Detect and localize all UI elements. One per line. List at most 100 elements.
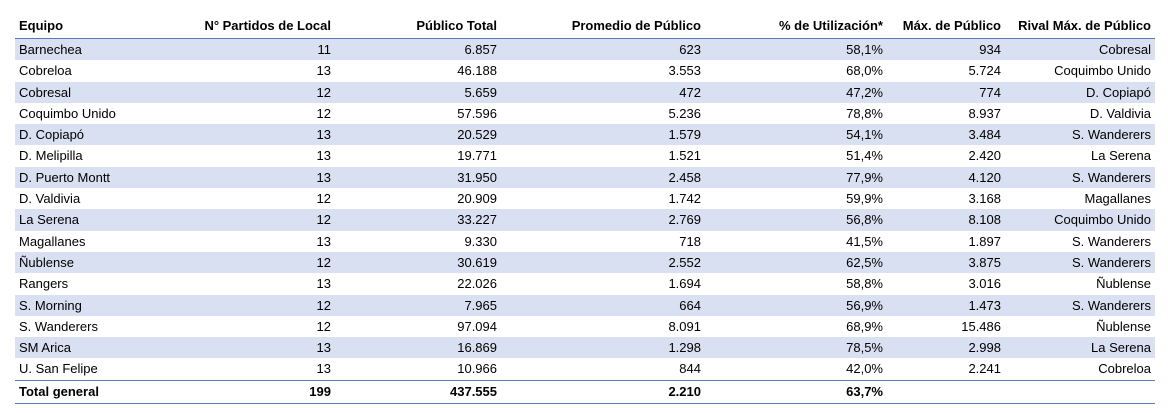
cell-promedio-publico: 472 — [501, 81, 705, 103]
cell-equipo: Rangers — [15, 273, 183, 295]
table-body: Barnechea 11 6.857 623 58,1% 934 Cobresal Cobre… — [15, 38, 1155, 381]
total-label: Total general — [15, 379, 183, 404]
cell-publico-total: 7.965 — [335, 294, 501, 316]
cell-max-publico: 934 — [887, 38, 1005, 61]
header-row: Equipo N° Partidos de Local Público Tota… — [15, 14, 1155, 39]
cell-publico-total: 20.529 — [335, 124, 501, 146]
cell-rival-max: Ñublense — [1005, 273, 1155, 295]
total-publico: 437.555 — [335, 379, 501, 404]
cell-partidos-local: 13 — [183, 60, 335, 82]
attendance-table: Equipo N° Partidos de Local Público Tota… — [15, 14, 1155, 404]
cell-equipo: La Serena — [15, 209, 183, 231]
cell-equipo: Magallanes — [15, 230, 183, 252]
table-row: SM Arica 13 16.869 1.298 78,5% 2.998 La Serena — [15, 337, 1155, 359]
total-promedio: 2.210 — [501, 379, 705, 404]
cell-max-publico: 8.937 — [887, 102, 1005, 125]
cell-partidos-local: 13 — [183, 358, 335, 381]
cell-publico-total: 31.950 — [335, 166, 501, 189]
cell-equipo: Cobresal — [15, 81, 183, 103]
cell-rival-max: D. Valdivia — [1005, 102, 1155, 125]
table-row: La Serena 12 33.227 2.769 56,8% 8.108 Coquimbo… — [15, 209, 1155, 231]
table-row: Ñublense 12 30.619 2.552 62,5% 3.875 S. Wander… — [15, 251, 1155, 274]
cell-promedio-publico: 844 — [501, 358, 705, 381]
header-partidos-local: N° Partidos de Local — [183, 14, 335, 39]
cell-rival-max: S. Wanderers — [1005, 230, 1155, 252]
cell-utilizacion: 56,8% — [705, 209, 887, 231]
cell-utilizacion: 78,5% — [705, 337, 887, 359]
cell-equipo: Coquimbo Unido — [15, 102, 183, 125]
cell-rival-max: Coquimbo Unido — [1005, 209, 1155, 231]
cell-partidos-local: 13 — [183, 166, 335, 189]
cell-publico-total: 19.771 — [335, 145, 501, 167]
cell-rival-max: Magallanes — [1005, 188, 1155, 210]
cell-partidos-local: 12 — [183, 102, 335, 125]
cell-equipo: Barnechea — [15, 38, 183, 61]
cell-max-publico: 3.484 — [887, 124, 1005, 146]
header-publico-total: Público Total — [335, 14, 501, 39]
table-row: Cobresal 12 5.659 472 47,2% 774 D. Copiapó — [15, 81, 1155, 103]
table-footer: Total general 199 437.555 2.210 63,7% — [15, 379, 1155, 404]
cell-promedio-publico: 5.236 — [501, 102, 705, 125]
cell-max-publico: 4.120 — [887, 166, 1005, 189]
cell-publico-total: 30.619 — [335, 251, 501, 274]
cell-partidos-local: 13 — [183, 273, 335, 295]
cell-utilizacion: 59,9% — [705, 188, 887, 210]
cell-utilizacion: 54,1% — [705, 124, 887, 146]
cell-equipo: D. Puerto Montt — [15, 166, 183, 189]
cell-utilizacion: 68,9% — [705, 315, 887, 338]
cell-max-publico: 2.241 — [887, 358, 1005, 381]
cell-equipo: S. Wanderers — [15, 315, 183, 338]
cell-max-publico: 15.486 — [887, 315, 1005, 338]
cell-publico-total: 16.869 — [335, 337, 501, 359]
cell-utilizacion: 78,8% — [705, 102, 887, 125]
cell-max-publico: 8.108 — [887, 209, 1005, 231]
cell-publico-total: 20.909 — [335, 188, 501, 210]
cell-publico-total: 5.659 — [335, 81, 501, 103]
cell-publico-total: 97.094 — [335, 315, 501, 338]
cell-promedio-publico: 1.521 — [501, 145, 705, 167]
cell-rival-max: D. Copiapó — [1005, 81, 1155, 103]
cell-promedio-publico: 2.552 — [501, 251, 705, 274]
cell-rival-max: Cobresal — [1005, 38, 1155, 61]
total-rival — [1005, 379, 1155, 404]
cell-equipo: S. Morning — [15, 294, 183, 316]
cell-max-publico: 1.897 — [887, 230, 1005, 252]
cell-partidos-local: 12 — [183, 188, 335, 210]
cell-rival-max: S. Wanderers — [1005, 166, 1155, 189]
cell-rival-max: S. Wanderers — [1005, 124, 1155, 146]
cell-publico-total: 6.857 — [335, 38, 501, 61]
table-row: S. Morning 12 7.965 664 56,9% 1.473 S. Wandere… — [15, 294, 1155, 316]
cell-partidos-local: 12 — [183, 315, 335, 338]
cell-equipo: U. San Felipe — [15, 358, 183, 381]
cell-rival-max: S. Wanderers — [1005, 251, 1155, 274]
table-row: Coquimbo Unido 12 57.596 5.236 78,8% 8.937 D. … — [15, 102, 1155, 125]
cell-equipo: Ñublense — [15, 251, 183, 274]
cell-publico-total: 57.596 — [335, 102, 501, 125]
cell-promedio-publico: 1.694 — [501, 273, 705, 295]
table-row: S. Wanderers 12 97.094 8.091 68,9% 15.486 Ñubl… — [15, 315, 1155, 338]
table-header: Equipo N° Partidos de Local Público Tota… — [15, 14, 1155, 39]
cell-max-publico: 3.016 — [887, 273, 1005, 295]
cell-publico-total: 10.966 — [335, 358, 501, 381]
cell-utilizacion: 68,0% — [705, 60, 887, 82]
cell-equipo: Cobreloa — [15, 60, 183, 82]
cell-utilizacion: 47,2% — [705, 81, 887, 103]
cell-rival-max: Ñublense — [1005, 315, 1155, 338]
table-row: Barnechea 11 6.857 623 58,1% 934 Cobresal — [15, 38, 1155, 61]
cell-utilizacion: 56,9% — [705, 294, 887, 316]
cell-promedio-publico: 2.458 — [501, 166, 705, 189]
cell-promedio-publico: 1.742 — [501, 188, 705, 210]
cell-rival-max: Cobreloa — [1005, 358, 1155, 381]
total-partidos: 199 — [183, 379, 335, 404]
cell-utilizacion: 58,8% — [705, 273, 887, 295]
cell-partidos-local: 11 — [183, 38, 335, 61]
cell-rival-max: S. Wanderers — [1005, 294, 1155, 316]
cell-publico-total: 9.330 — [335, 230, 501, 252]
cell-promedio-publico: 664 — [501, 294, 705, 316]
cell-max-publico: 2.420 — [887, 145, 1005, 167]
cell-partidos-local: 12 — [183, 209, 335, 231]
cell-promedio-publico: 3.553 — [501, 60, 705, 82]
cell-publico-total: 46.188 — [335, 60, 501, 82]
cell-utilizacion: 42,0% — [705, 358, 887, 381]
cell-utilizacion: 58,1% — [705, 38, 887, 61]
